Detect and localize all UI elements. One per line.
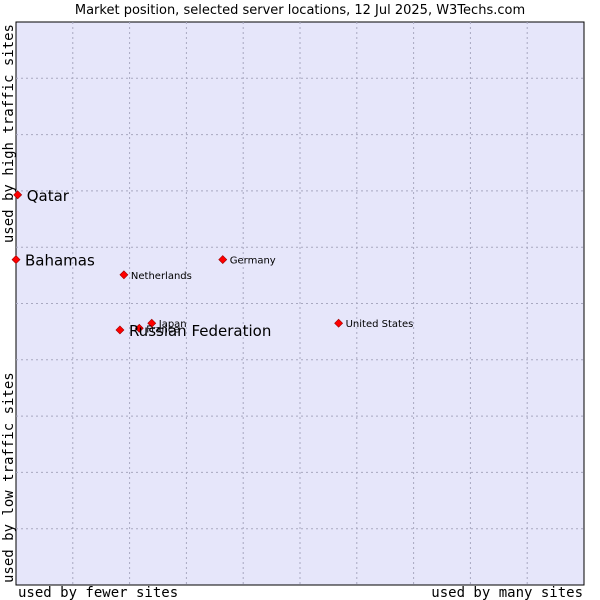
chart-title: Market position, selected server locatio… [75,3,525,18]
data-points: Qatar Bahamas Netherlands Germany United Sta… [11,187,414,340]
point-marker-germany [218,255,228,265]
y-axis-label-low: used by low traffic sites [1,372,17,583]
point-marker-japan [147,318,157,328]
point-marker-netherlands [119,270,129,280]
point-marker-france [134,323,144,333]
point-marker-qatar [13,190,23,200]
point-marker-bahamas [11,255,21,265]
point-label-russian-federation: Russian Federation [129,322,271,340]
point-marker-russian-federation [115,325,125,335]
point-marker-united-states [334,318,344,328]
point-label-netherlands: Netherlands [131,271,192,282]
point-label-germany: Germany [230,256,276,267]
point-label-united-states: United States [346,319,414,330]
point-label-japan: Japan [158,319,187,330]
y-axis-label-high: used by high traffic sites [1,24,17,243]
grid-lines [16,22,584,585]
x-axis-label-high: used by many sites [431,585,583,600]
point-label-france: France [146,324,179,335]
point-label-qatar: Qatar [27,187,70,205]
point-label-bahamas: Bahamas [25,252,95,270]
x-axis-label-low: used by fewer sites [18,585,178,600]
